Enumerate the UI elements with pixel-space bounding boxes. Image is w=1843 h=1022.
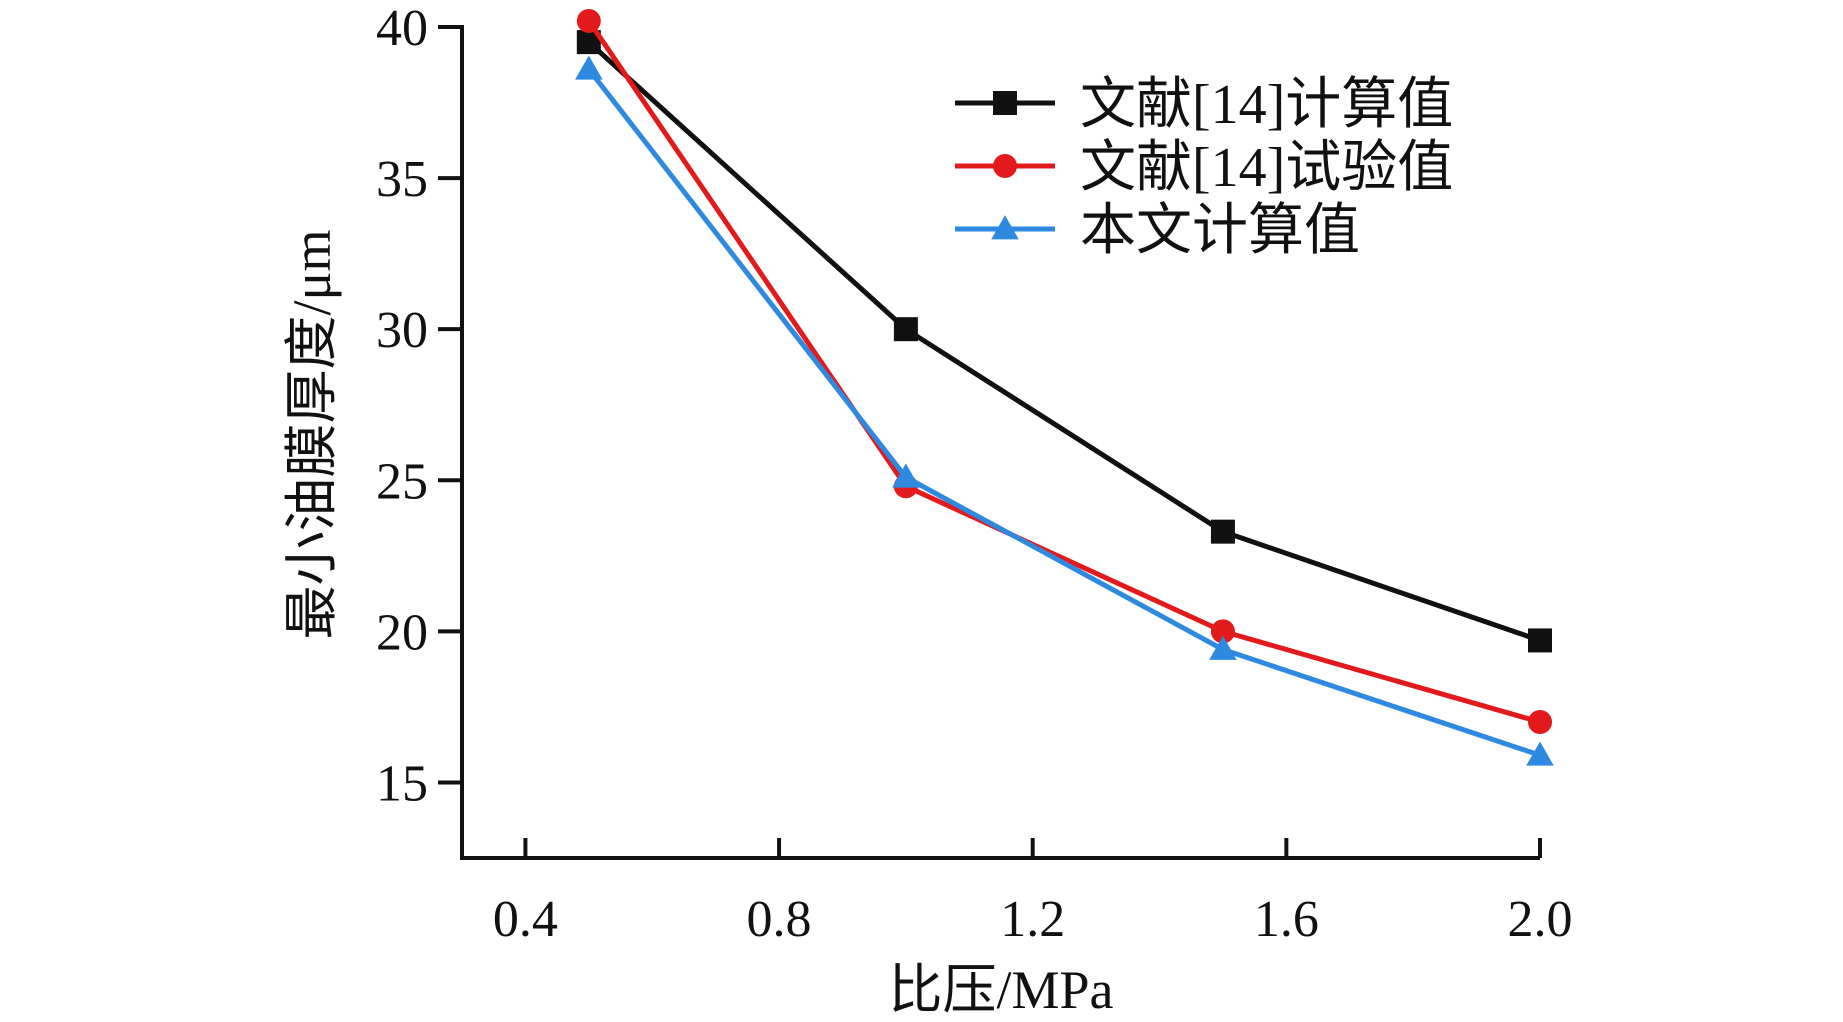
x-axis-label: 比压/MPa xyxy=(888,960,1113,1017)
data-point xyxy=(893,317,918,342)
data-point xyxy=(892,463,920,488)
y-tick-label: 15 xyxy=(376,755,428,812)
data-point xyxy=(1526,741,1554,766)
legend-item: 文献[14]计算值 xyxy=(955,74,1453,136)
series xyxy=(575,8,1554,766)
y-axis-label: 最小油膜厚度/μm xyxy=(282,230,342,640)
x-tick-label: 2.0 xyxy=(1508,891,1573,948)
data-point xyxy=(575,55,603,80)
legend-item: 文献[14]试验值 xyxy=(955,137,1453,199)
legend-marker xyxy=(993,91,1017,115)
legend-label: 文献[14]试验值 xyxy=(1080,137,1453,199)
legend-label: 本文计算值 xyxy=(1080,200,1360,262)
axes xyxy=(460,25,1540,860)
ticks: 15 20 25 30 35 40 0.4 0.8 1.2 1.6 2.0 xyxy=(376,0,1573,948)
data-point xyxy=(1528,710,1552,735)
series-group xyxy=(576,8,1552,735)
data-point xyxy=(1210,519,1235,544)
legend-item: 本文计算值 xyxy=(955,200,1360,262)
y-tick-label: 30 xyxy=(376,302,428,359)
y-tick-label: 35 xyxy=(376,151,428,208)
series-line xyxy=(586,67,1541,758)
x-tick-label: 0.4 xyxy=(493,891,558,948)
series-line xyxy=(586,19,1541,725)
x-tick-label: 1.2 xyxy=(1000,891,1065,948)
data-point xyxy=(1528,628,1552,653)
legend-marker xyxy=(991,215,1019,240)
legend-label: 文献[14]计算值 xyxy=(1080,74,1453,136)
y-tick-label: 20 xyxy=(376,604,428,661)
series-line xyxy=(587,40,1541,643)
legend-marker xyxy=(993,154,1017,178)
y-tick-label: 25 xyxy=(376,453,428,510)
data-point xyxy=(1209,635,1237,660)
data-point xyxy=(1210,619,1235,644)
y-tick-label: 40 xyxy=(376,0,428,57)
series-group xyxy=(576,30,1552,653)
x-tick-label: 1.6 xyxy=(1254,891,1319,948)
data-point xyxy=(576,8,601,33)
series-group xyxy=(575,55,1554,766)
x-tick-label: 0.8 xyxy=(747,891,812,948)
